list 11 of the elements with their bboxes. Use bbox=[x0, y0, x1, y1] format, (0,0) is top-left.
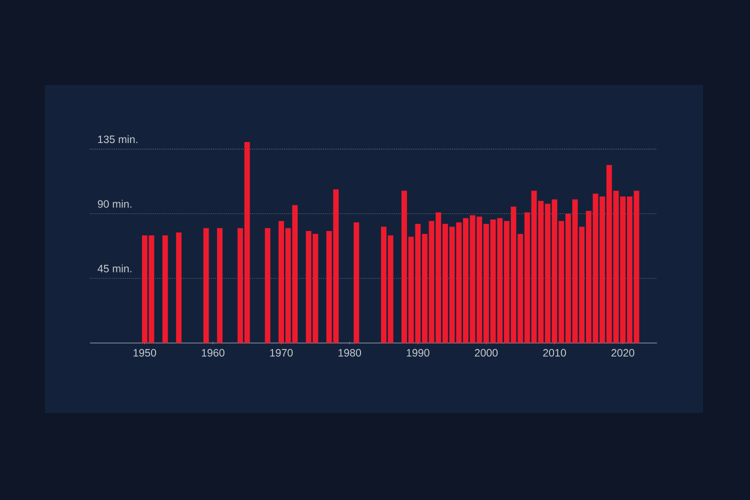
x-tick-label: 1960 bbox=[202, 349, 224, 357]
x-tick-label: 2020 bbox=[612, 349, 634, 357]
x-tick-label: 1970 bbox=[270, 349, 293, 357]
y-tick-label: 90 min. bbox=[98, 200, 132, 208]
y-tick-label: 135 min. bbox=[98, 135, 138, 144]
x-tick-label: 1980 bbox=[338, 349, 362, 357]
x-tick-label: 2010 bbox=[543, 349, 566, 357]
x-tick-label: 2000 bbox=[474, 349, 498, 357]
y-tick-label: 45 min. bbox=[98, 264, 132, 272]
x-tick-label: 1990 bbox=[406, 349, 430, 357]
x-tick-label: 1950 bbox=[134, 349, 156, 357]
